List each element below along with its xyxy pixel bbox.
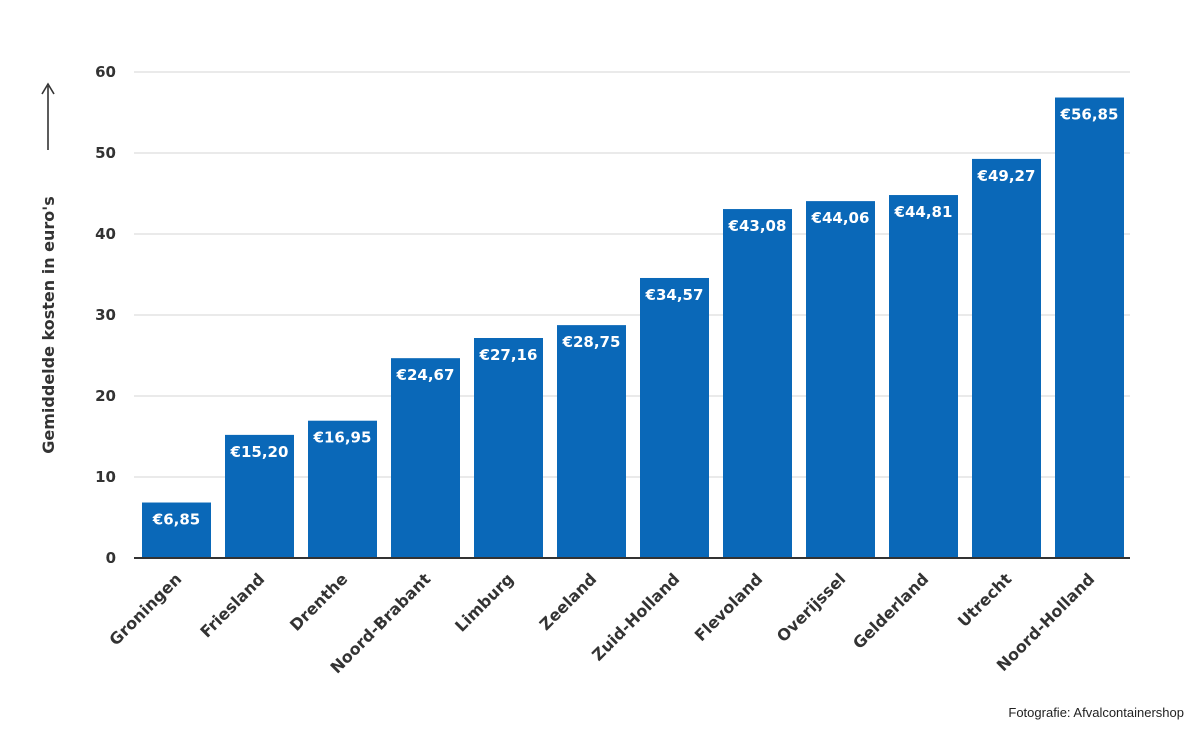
bar-value-label: €43,08 [728, 217, 787, 235]
bar-value-label: €44,06 [811, 209, 870, 227]
y-tick-label: 20 [95, 387, 116, 405]
x-tick-label: Drenthe [286, 569, 351, 634]
bar [308, 420, 377, 558]
bars [142, 97, 1124, 558]
y-tick-label: 0 [106, 549, 116, 567]
bar-value-label: €16,95 [313, 429, 372, 447]
bar [142, 502, 211, 558]
bar [557, 325, 626, 558]
y-tick-label: 10 [95, 468, 116, 486]
bar-value-label: €28,75 [562, 333, 621, 351]
bar [806, 201, 875, 558]
bar-value-label: €24,67 [396, 366, 455, 384]
bar-value-label: €15,20 [230, 443, 289, 461]
y-axis-ticks: 0 10 20 30 40 50 60 [95, 63, 116, 567]
x-tick-label: Zuid-Holland [588, 569, 683, 664]
bar [225, 434, 294, 558]
y-tick-label: 50 [95, 144, 116, 162]
bar-value-label: €27,16 [479, 346, 538, 364]
x-tick-label: Utrecht [954, 569, 1016, 631]
data-labels: €6,85 €15,20 €16,95 €24,67 €27,16 €28,75 €34,5… [152, 106, 1119, 529]
bar [1055, 97, 1124, 558]
bar [972, 158, 1041, 558]
bar [391, 358, 460, 558]
x-tick-label: Gelderland [849, 569, 932, 652]
y-axis-title-text: Gemiddelde kosten in euro's [39, 196, 58, 453]
arrow-up-icon [41, 82, 55, 150]
bar [640, 277, 709, 558]
bar-value-label: €56,85 [1060, 106, 1119, 124]
y-tick-label: 60 [95, 63, 116, 81]
x-tick-label: Overijssel [773, 569, 849, 645]
bar [723, 209, 792, 558]
x-tick-label: Groningen [105, 569, 185, 649]
y-tick-label: 40 [95, 225, 116, 243]
bar-value-label: €49,27 [977, 167, 1036, 185]
x-tick-label: Limburg [451, 569, 517, 635]
y-axis-title: Gemiddelde kosten in euro's [39, 196, 58, 453]
bar-value-label: €6,85 [152, 511, 200, 529]
x-tick-label: Friesland [196, 569, 268, 641]
bar [474, 338, 543, 558]
bar-value-label: €34,57 [645, 286, 704, 304]
bar [889, 195, 958, 558]
y-tick-label: 30 [95, 306, 116, 324]
gridlines [134, 71, 1130, 478]
x-tick-label: Zeeland [536, 569, 601, 634]
photo-credit: Fotografie: Afvalcontainershop [1008, 705, 1184, 720]
bar-value-label: €44,81 [894, 203, 953, 221]
x-tick-label: Flevoland [691, 569, 767, 645]
